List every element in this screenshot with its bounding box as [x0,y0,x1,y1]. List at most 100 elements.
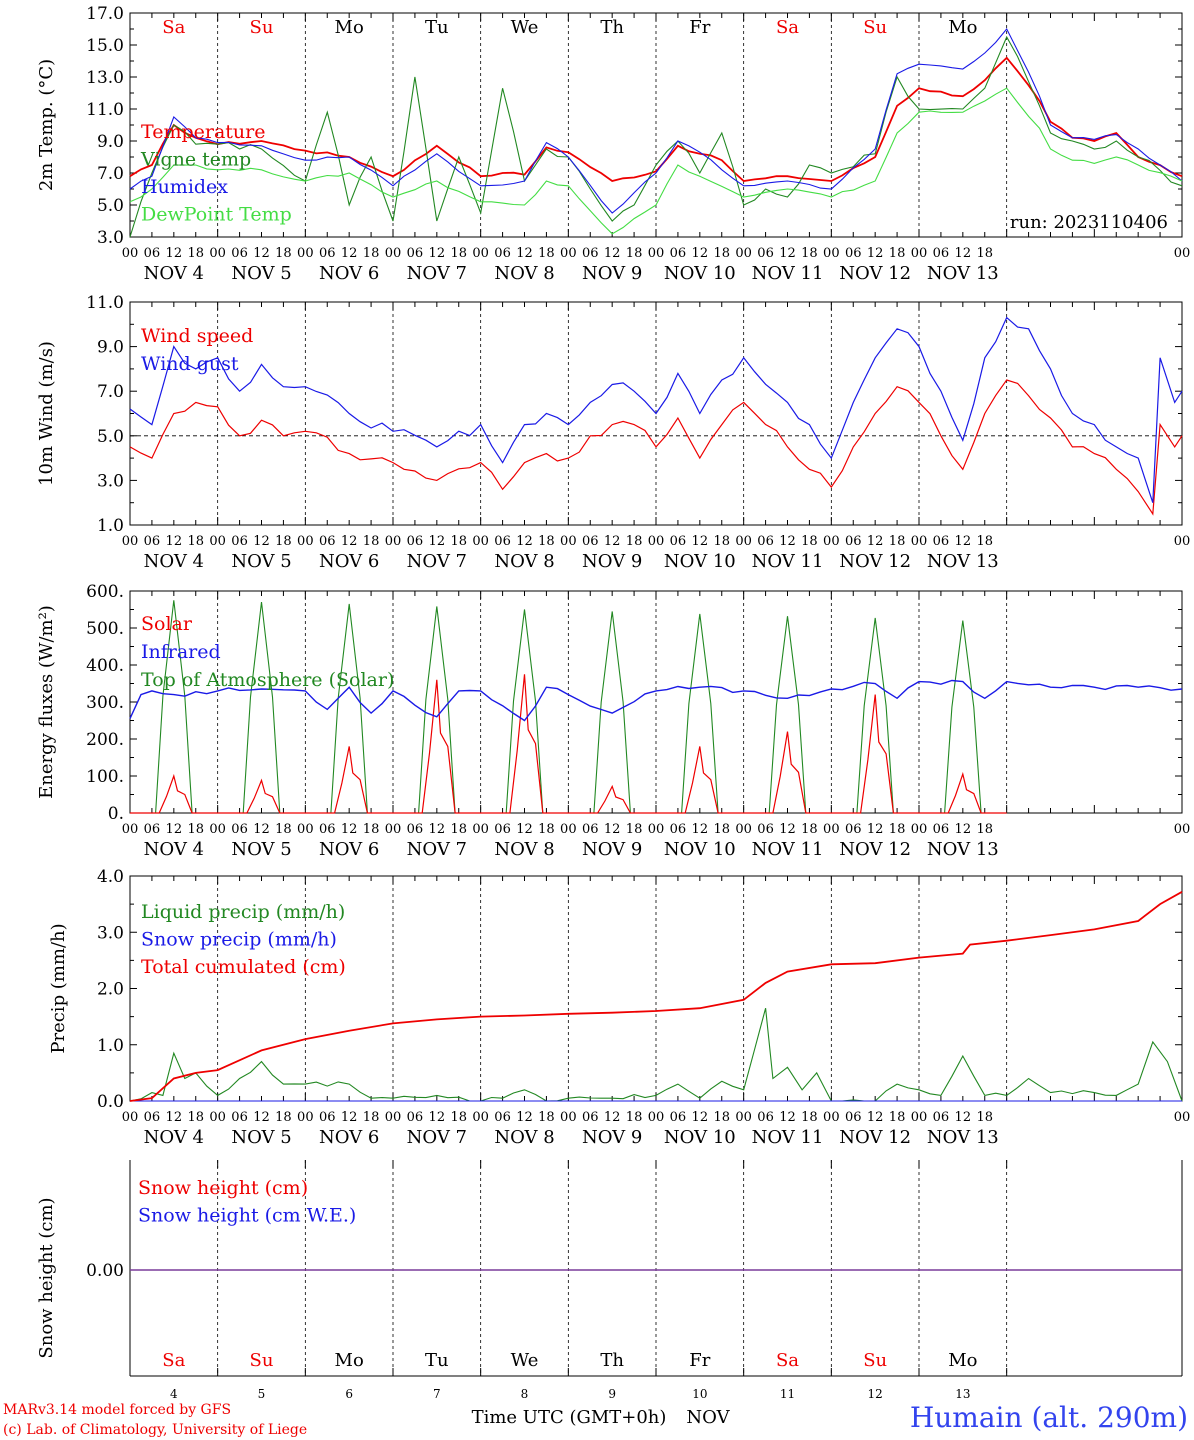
hour-tick-label: 00 [823,246,840,261]
hour-tick-label: 18 [976,246,993,261]
day-name: Su [863,1350,887,1371]
hour-tick-label: 00 [648,246,665,261]
hour-tick-label: 06 [231,246,248,261]
y-tick-label: 300. [86,693,124,713]
hour-tick-label: 18 [363,246,380,261]
hour-tick-label: 12 [867,534,884,549]
hour-tick-label: 00 [648,1110,665,1125]
day-number: 11 [780,1387,795,1401]
date-label: NOV 5 [231,263,291,284]
date-label: NOV 6 [319,839,379,860]
date-label: NOV 12 [839,263,911,284]
hour-tick-label: 12 [955,534,972,549]
hour-tick-label: 12 [692,246,709,261]
hour-tick-label: 00 [1174,246,1191,261]
date-label: NOV 11 [752,1127,824,1148]
hour-tick-label: 06 [407,246,424,261]
series-line [129,1008,1183,1102]
date-label: NOV 7 [407,551,467,572]
hour-tick-label: 00 [911,534,928,549]
hour-tick-label: 12 [692,822,709,837]
hour-tick-label: 18 [626,1110,643,1125]
date-label: NOV 10 [664,263,736,284]
date-label: NOV 9 [582,839,642,860]
hour-tick-label: 00 [472,1110,489,1125]
day-name: Su [250,1350,274,1371]
hour-tick-label: 18 [538,1110,555,1125]
hour-tick-label: 06 [494,246,511,261]
hour-tick-label: 12 [779,1110,796,1125]
series-line [130,674,1007,814]
day-name: We [511,17,539,38]
y-axis-title: Precip (mm/h) [48,923,69,1053]
date-label: NOV 6 [319,1127,379,1148]
hour-tick-label: 18 [275,534,292,549]
day-name: Sa [162,1350,185,1371]
model-credit: MARv3.14 model forced by GFS [3,1402,231,1418]
hour-tick-label: 12 [604,246,621,261]
hour-tick-label: 12 [604,534,621,549]
hour-tick-label: 18 [450,246,467,261]
date-label: NOV 8 [494,1127,554,1148]
y-tick-label: 1.0 [97,516,124,536]
hour-tick-label: 00 [1174,534,1191,549]
day-name: Mo [948,1350,977,1371]
hour-tick-label: 18 [363,1110,380,1125]
hour-tick-label: 06 [582,822,599,837]
hour-tick-label: 06 [845,534,862,549]
hour-tick-label: 18 [187,246,204,261]
hour-tick-label: 06 [494,822,511,837]
day-number: 7 [433,1387,441,1401]
hour-tick-label: 06 [319,822,336,837]
date-label: NOV 10 [664,551,736,572]
hour-tick-label: 06 [845,246,862,261]
hour-tick-label: 12 [341,534,358,549]
legend-1: Liquid precip (mm/h) [141,901,345,923]
hour-tick-label: 18 [275,1110,292,1125]
hour-tick-label: 06 [494,1110,511,1125]
hour-tick-label: 18 [801,534,818,549]
hour-tick-label: 12 [604,822,621,837]
hour-tick-label: 12 [341,1110,358,1125]
day-name: Su [863,17,887,38]
hour-tick-label: 12 [166,246,183,261]
series-line [129,56,1183,182]
hour-tick-label: 12 [429,822,446,837]
y-tick-label: 9.0 [97,132,124,152]
y-tick-label: 500. [86,619,124,639]
y-tick-label: 3.0 [97,471,124,491]
hour-tick-label: 06 [144,246,161,261]
hour-tick-label: 06 [757,822,774,837]
hour-tick-label: 06 [231,1110,248,1125]
month-label: NOV [686,1407,730,1428]
series-line [129,87,1183,235]
date-label: NOV 6 [319,551,379,572]
hour-tick-label: 06 [494,534,511,549]
hour-tick-label: 06 [670,246,687,261]
day-number: 8 [521,1387,529,1401]
hour-tick-label: 00 [122,246,139,261]
date-label: NOV 12 [839,839,911,860]
hour-tick-label: 06 [582,534,599,549]
hour-tick-label: 00 [122,534,139,549]
day-number: 9 [608,1387,616,1401]
hour-tick-label: 00 [648,822,665,837]
hour-tick-label: 00 [560,1110,577,1125]
hour-tick-label: 12 [867,1110,884,1125]
date-label: NOV 9 [582,1127,642,1148]
hour-tick-label: 12 [429,1110,446,1125]
hour-tick-label: 00 [209,246,226,261]
y-tick-label: 7.0 [97,164,124,184]
hour-tick-label: 18 [976,822,993,837]
y-tick-label: 13.0 [86,68,124,88]
series-line [129,316,1183,503]
y-tick-label: 400. [86,656,124,676]
hour-tick-label: 06 [582,1110,599,1125]
hour-tick-label: 18 [450,1110,467,1125]
date-label: NOV 7 [407,263,467,284]
hour-tick-label: 12 [166,534,183,549]
series-line [129,379,1183,516]
hour-tick-label: 18 [538,822,555,837]
run-label: run: 2023110406 [1010,212,1168,233]
date-label: NOV 4 [144,1127,204,1148]
